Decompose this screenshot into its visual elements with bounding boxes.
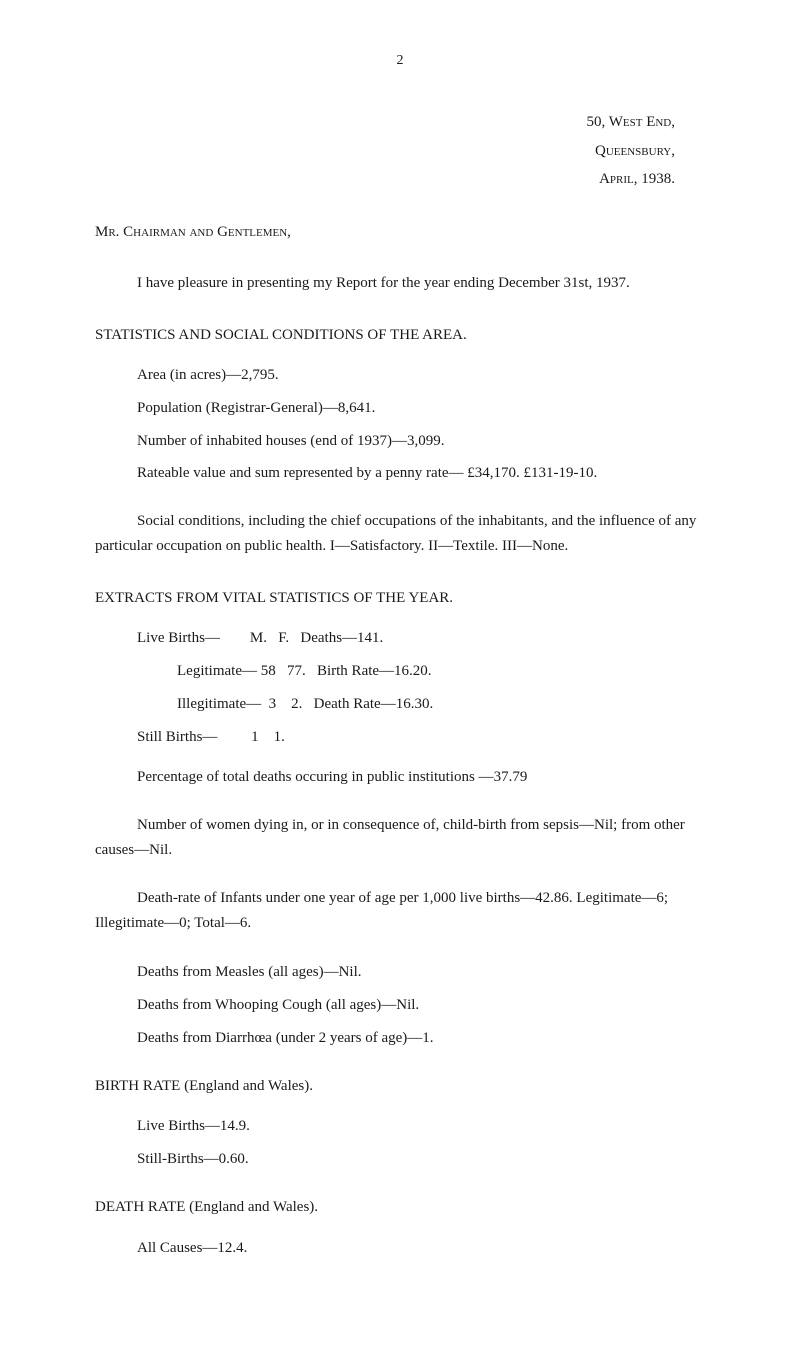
illegitimate-line: Illegitimate— 3 2. Death Rate—16.30. bbox=[177, 691, 705, 718]
section4-body: All Causes—12.4. bbox=[137, 1235, 705, 1262]
intro-paragraph: I have pleasure in presenting my Report … bbox=[95, 271, 705, 297]
birth-rate-still: Still-Births—0.60. bbox=[137, 1146, 705, 1173]
section1-heading: STATISTICS AND SOCIAL CONDITIONS OF THE … bbox=[95, 323, 705, 349]
section4-heading: DEATH RATE (England and Wales). bbox=[95, 1195, 705, 1221]
deaths-block: Deaths from Measles (all ages)—Nil. Deat… bbox=[137, 959, 705, 1052]
section1-body: Area (in acres)—2,795. Population (Regis… bbox=[137, 362, 705, 455]
percentage-line: Percentage of total deaths occuring in p… bbox=[95, 765, 705, 791]
live-births-line: Live Births— M. F. Deaths—141. bbox=[137, 625, 705, 652]
legitimate-line: Legitimate— 58 77. Birth Rate—16.20. bbox=[177, 658, 705, 685]
page-number: 2 bbox=[95, 50, 705, 71]
percentage-text: Percentage of total deaths occuring in p… bbox=[137, 769, 527, 785]
still-births-line: Still Births— 1 1. bbox=[137, 724, 705, 751]
section3-body: Live Births—14.9. Still-Births—0.60. bbox=[137, 1113, 705, 1173]
infant-death-rate-line: Death-rate of Infants under one year of … bbox=[95, 886, 705, 937]
women-dying-line: Number of women dying in, or in conseque… bbox=[95, 813, 705, 864]
birth-rate-live: Live Births—14.9. bbox=[137, 1113, 705, 1140]
section2-births: Live Births— M. F. Deaths—141. Legitimat… bbox=[137, 625, 705, 751]
address-street: 50, West End, bbox=[95, 111, 675, 134]
salutation-text: Mr. Chairman and Gentlemen, bbox=[95, 224, 291, 240]
document-page: 2 50, West End, Queensbury, April, 1938.… bbox=[0, 0, 800, 1308]
social-line: Social conditions, including the chief o… bbox=[95, 509, 705, 560]
population-line: Population (Registrar-General)—8,641. bbox=[137, 395, 705, 422]
section3-heading: BIRTH RATE (England and Wales). bbox=[95, 1074, 705, 1100]
address-block: 50, West End, Queensbury, April, 1938. bbox=[95, 111, 675, 191]
salutation: Mr. Chairman and Gentlemen, bbox=[95, 221, 705, 244]
section2-heading: EXTRACTS FROM VITAL STATISTICS OF THE YE… bbox=[95, 586, 705, 612]
death-rate-all: All Causes—12.4. bbox=[137, 1235, 705, 1262]
houses-line: Number of inhabited houses (end of 1937)… bbox=[137, 428, 705, 455]
address-city: Queensbury, bbox=[95, 140, 675, 163]
whooping-line: Deaths from Whooping Cough (all ages)—Ni… bbox=[137, 992, 705, 1019]
address-date: April, 1938. bbox=[95, 168, 675, 191]
diarrhoea-line: Deaths from Diarrhœa (under 2 years of a… bbox=[137, 1025, 705, 1052]
rateable-line: Rateable value and sum represented by a … bbox=[95, 461, 705, 487]
measles-line: Deaths from Measles (all ages)—Nil. bbox=[137, 959, 705, 986]
area-line: Area (in acres)—2,795. bbox=[137, 362, 705, 389]
